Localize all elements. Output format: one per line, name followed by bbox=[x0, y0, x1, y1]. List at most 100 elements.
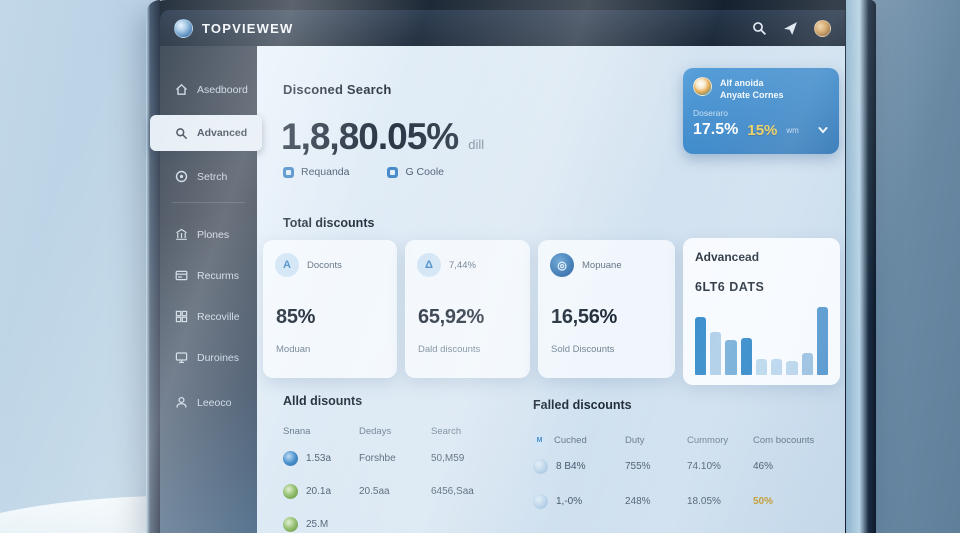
stat-value: 85% bbox=[276, 306, 316, 328]
sidebar-item-leeoco[interactable]: Leeoco bbox=[160, 387, 257, 418]
promo-values: 17.5% 15% wm bbox=[693, 121, 829, 139]
bar bbox=[740, 338, 752, 375]
stat-label: Doconts bbox=[307, 259, 342, 271]
promo-primary-value: 17.5% bbox=[693, 121, 739, 138]
table1-title: Alld disounts bbox=[283, 394, 363, 408]
cell: 18.05% bbox=[687, 496, 721, 507]
cell: 248% bbox=[625, 496, 651, 507]
header-m-icon: M bbox=[533, 434, 546, 447]
stat-label: Mopuane bbox=[582, 259, 622, 271]
table-row[interactable]: 20.1a 20.5aa 6456,Saa bbox=[283, 484, 515, 499]
bank-icon bbox=[176, 228, 187, 240]
logo-text: TOPVIEWEW bbox=[202, 20, 294, 36]
table-row[interactable]: 25.M bbox=[283, 517, 515, 532]
bar bbox=[725, 340, 737, 375]
cell: 1,-0% bbox=[556, 496, 583, 507]
advanced-card: Advancead 6LT6 DATS bbox=[683, 238, 840, 385]
cell: 20.5aa bbox=[359, 486, 390, 497]
monitor-icon bbox=[175, 352, 188, 363]
promo-secondary-value: 15% bbox=[747, 121, 778, 139]
cell: 1.53a bbox=[306, 453, 332, 464]
table2-title: Falled discounts bbox=[533, 398, 632, 412]
sidebar-item-label: Setrch bbox=[197, 170, 228, 183]
promo-secondary-suffix: wm bbox=[786, 125, 799, 135]
cell: 25.M bbox=[306, 519, 329, 530]
grid-icon bbox=[175, 310, 188, 323]
chip-icon bbox=[387, 166, 399, 178]
sidebar-item-search[interactable]: Setrch bbox=[160, 161, 257, 192]
sidebar: Asedboord Advanced Setrch Plones Re bbox=[150, 46, 262, 533]
home-icon bbox=[176, 83, 187, 95]
sidebar-item-dashboard[interactable]: Asedboord bbox=[160, 74, 257, 105]
cell: 6456,Saa bbox=[431, 486, 474, 497]
advanced-bar-chart bbox=[695, 301, 828, 375]
cell: 755% bbox=[625, 461, 651, 472]
promo-orb-icon bbox=[693, 77, 712, 96]
section-title-total-discounts: Total discounts bbox=[283, 216, 375, 230]
sidebar-item-label: Asedboord bbox=[197, 83, 248, 96]
table-row[interactable]: 1.53a Forshbe 50,M59 bbox=[283, 451, 515, 466]
chip-g-coole[interactable]: G Coole bbox=[387, 166, 444, 178]
send-icon[interactable] bbox=[783, 21, 798, 36]
monitor-frame: TOPVIEWEW Asedboord bbox=[146, 0, 876, 533]
badge-icon bbox=[175, 170, 188, 183]
sidebar-item-label: Recoville bbox=[197, 310, 240, 323]
column-header: Duty bbox=[625, 435, 645, 446]
dashboard-app: TOPVIEWEW Asedboord bbox=[150, 10, 845, 533]
table-row[interactable]: 8 B4% 755% 74.10% 46% bbox=[533, 459, 833, 474]
table-row[interactable]: 1,-0% 248% 18.05% 50% bbox=[533, 494, 833, 509]
advanced-subtitle: 6LT6 DATS bbox=[695, 280, 765, 294]
status-dot-icon bbox=[533, 494, 548, 509]
sidebar-item-recoville[interactable]: Recoville bbox=[160, 301, 257, 332]
bar bbox=[816, 307, 828, 375]
sidebar-item-label: Plones bbox=[197, 228, 230, 241]
sidebar-item-label: Duroines bbox=[197, 351, 240, 364]
stat-sublabel: Sold Discounts bbox=[551, 344, 615, 355]
cell: 8 B4% bbox=[556, 461, 586, 472]
person-icon bbox=[176, 396, 187, 408]
bar bbox=[801, 353, 813, 375]
status-dot-icon bbox=[283, 451, 298, 466]
sidebar-item-recurms[interactable]: Recurms bbox=[160, 260, 257, 291]
avatar[interactable] bbox=[814, 19, 831, 37]
logo-icon bbox=[174, 18, 193, 38]
sidebar-item-advanced[interactable]: Advanced bbox=[150, 115, 262, 151]
stat-card-mopuane: ◎ Mopuane 16,56% Sold Discounts bbox=[538, 240, 675, 378]
promo-card[interactable]: Alf anoida Anyate Cornes Doseraro 17.5% … bbox=[683, 68, 839, 154]
promo-lines: Alf anoida Anyate Cornes bbox=[720, 77, 784, 101]
status-dot-icon bbox=[283, 484, 298, 499]
sidebar-item-label: Leeoco bbox=[197, 396, 232, 409]
cell: Forshbe bbox=[359, 453, 396, 464]
sidebar-item-label: Advanced bbox=[197, 127, 248, 139]
table1: Snana Dedays Search 1.53a Forshbe 50,M59… bbox=[283, 426, 515, 533]
table2-header-row: M Cuched Duty Cummory Com bocounts bbox=[533, 434, 833, 447]
column-header: Dedays bbox=[359, 426, 392, 437]
promo-line1: Alf anoida bbox=[720, 78, 764, 88]
card-icon bbox=[175, 270, 188, 281]
stat-icon: ◎ bbox=[550, 253, 574, 277]
stat-value: 16,56% bbox=[551, 306, 618, 328]
status-dot-icon bbox=[533, 459, 548, 474]
column-header: Search bbox=[431, 426, 462, 437]
stat-icon: A bbox=[275, 253, 299, 277]
sidebar-item-duroines[interactable]: Duroines bbox=[160, 342, 257, 373]
chip-label: Requanda bbox=[301, 166, 350, 178]
promo-label: Doseraro bbox=[693, 108, 728, 118]
sidebar-item-plones[interactable]: Plones bbox=[160, 219, 257, 250]
column-header: Snana bbox=[283, 426, 311, 437]
column-header: Cuched bbox=[554, 435, 587, 446]
search-icon[interactable] bbox=[752, 21, 767, 36]
chevron-down-icon[interactable] bbox=[817, 124, 829, 136]
stat-card-doconts: A Doconts 85% Moduan bbox=[263, 240, 397, 378]
stat-sublabel: Dald discounts bbox=[418, 344, 481, 355]
topbar-actions bbox=[752, 19, 831, 37]
monitor-bezel-right bbox=[846, 0, 876, 533]
bar bbox=[771, 359, 783, 375]
table2: M Cuched Duty Cummory Com bocounts 8 B4% … bbox=[533, 434, 833, 529]
app-logo[interactable]: TOPVIEWEW bbox=[174, 18, 294, 38]
monitor-bezel-left bbox=[146, 0, 160, 533]
table1-header-row: Snana Dedays Search bbox=[283, 426, 515, 437]
topbar: TOPVIEWEW bbox=[160, 10, 845, 46]
advanced-title: Advancead bbox=[695, 250, 760, 264]
chip-requanda[interactable]: Requanda bbox=[283, 166, 349, 178]
